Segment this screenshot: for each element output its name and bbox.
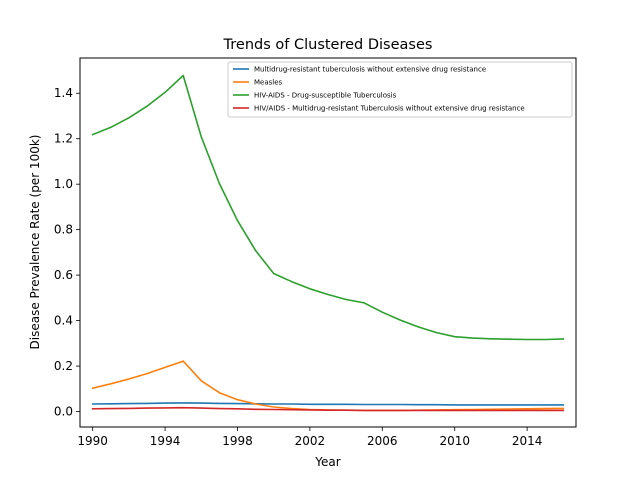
x-tick-label: 1990 (77, 434, 108, 448)
legend-label-3: HIV-AIDS - Drug-susceptible Tuberculosis (254, 92, 397, 100)
y-axis-label: Disease Prevalence Rate (per 100k) (28, 135, 42, 350)
y-tick-label: 0.0 (54, 405, 73, 419)
y-tick-label: 0.8 (54, 223, 73, 237)
legend-label-1: Multidrug-resistant tuberculosis without… (254, 66, 486, 74)
x-tick-label: 2014 (512, 434, 543, 448)
y-tick-label: 0.6 (54, 268, 73, 282)
y-tick-label: 0.4 (54, 314, 73, 328)
series-line-1 (91, 402, 565, 406)
x-tick-label: 1998 (222, 434, 253, 448)
x-axis-ticks: 1990 1994 1998 2002 2006 2010 2014 (77, 427, 542, 448)
legend: Multidrug-resistant tuberculosis without… (227, 61, 573, 118)
legend-label-4: HIV/AIDS - Multidrug-resistant Tuberculo… (254, 105, 525, 113)
y-tick-label: 0.2 (54, 359, 73, 373)
y-axis-ticks: 0.0 0.2 0.4 0.6 0.8 1.0 1.2 1.4 (54, 86, 80, 419)
series-line-3 (91, 74, 565, 341)
series-line-4 (91, 406, 565, 412)
legend-items: Multidrug-resistant tuberculosis without… (233, 66, 525, 113)
y-tick-label: 1.4 (54, 86, 73, 100)
y-tick-label: 1.2 (54, 132, 73, 146)
x-axis-label: Year (314, 455, 340, 469)
x-tick-label: 2006 (367, 434, 398, 448)
x-tick-label: 2010 (439, 434, 470, 448)
plot-lines (91, 74, 565, 412)
x-tick-label: 1994 (150, 434, 181, 448)
y-tick-label: 1.0 (54, 177, 73, 191)
plot-frame (79, 57, 577, 428)
chart-title: Trends of Clustered Diseases (223, 37, 433, 53)
x-tick-label: 2002 (295, 434, 326, 448)
legend-box (227, 61, 573, 118)
legend-label-2: Measles (254, 79, 283, 87)
